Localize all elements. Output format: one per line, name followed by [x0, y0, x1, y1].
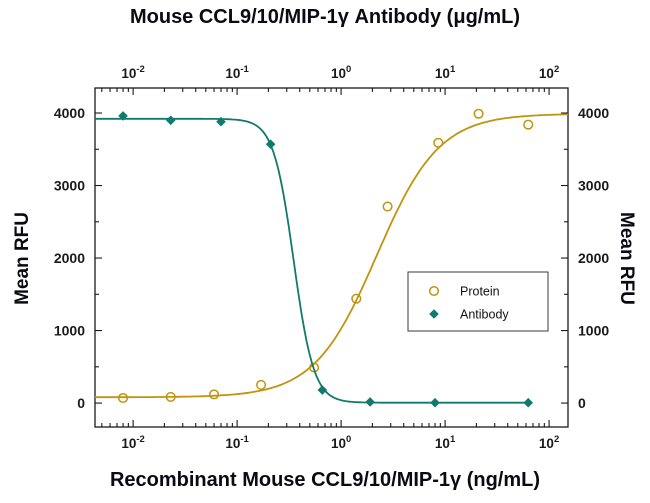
protein-point-marker — [117, 392, 129, 404]
svg-text:101: 101 — [435, 64, 456, 81]
antibody-point-marker — [317, 385, 328, 395]
svg-text:102: 102 — [539, 434, 559, 451]
legend-box — [407, 271, 549, 332]
x-axis-title: Recombinant Mouse CCL9/10/MIP-1γ (ng/mL) — [109, 469, 541, 491]
y-axis-title-left: Mean RFU — [12, 212, 33, 305]
svg-text:3000: 3000 — [578, 178, 609, 194]
top-axis-title: Mouse CCL9/10/MIP-1γ Antibody (μg/mL) — [129, 6, 521, 28]
antibody-point-marker — [430, 397, 440, 408]
antibody-point-marker — [216, 116, 226, 127]
axis-ticks — [95, 88, 568, 427]
svg-text:0: 0 — [77, 395, 85, 411]
y-tick-labels-right: 0 1000 2000 3000 4000 — [578, 105, 609, 411]
svg-text:2000: 2000 — [578, 250, 609, 266]
legend: Protein Antibody — [407, 271, 549, 332]
svg-text:0: 0 — [578, 395, 586, 411]
y-axis-title-right: Mean RFU — [616, 212, 637, 305]
plot-frame — [94, 87, 569, 428]
protein-point-marker — [351, 293, 362, 304]
legend-protein-marker-icon — [428, 285, 440, 297]
svg-text:4000: 4000 — [54, 105, 85, 121]
x-tick-labels-top: 10-2 10-1 100 101 102 — [121, 64, 559, 81]
series-protein-curve — [95, 113, 568, 399]
protein-point-marker — [382, 201, 393, 212]
legend-label-protein: Protein — [460, 285, 500, 299]
protein-point-marker — [165, 391, 176, 402]
series-protein-points — [117, 108, 534, 404]
svg-text:100: 100 — [331, 434, 351, 451]
x-tick-labels-bottom: 10-2 10-1 100 101 102 — [121, 434, 559, 451]
svg-text:10-1: 10-1 — [225, 64, 249, 81]
svg-text:1000: 1000 — [54, 323, 85, 339]
svg-text:102: 102 — [539, 64, 559, 81]
series-antibody-curve — [95, 117, 529, 404]
antibody-point-marker — [365, 397, 375, 407]
protein-point-marker — [208, 389, 220, 400]
svg-text:1000: 1000 — [578, 323, 609, 339]
svg-text:2000: 2000 — [54, 250, 85, 266]
svg-text:10-1: 10-1 — [225, 434, 249, 451]
svg-text:4000: 4000 — [578, 105, 609, 121]
protein-point-marker — [473, 108, 484, 119]
protein-point-marker — [256, 379, 267, 390]
svg-text:3000: 3000 — [54, 178, 85, 194]
svg-text:101: 101 — [435, 434, 456, 451]
legend-label-antibody: Antibody — [460, 308, 509, 322]
svg-text:10-2: 10-2 — [121, 434, 144, 451]
series-antibody-points — [118, 111, 534, 408]
protein-point-marker — [433, 137, 444, 148]
antibody-point-marker — [523, 397, 534, 408]
antibody-point-marker — [265, 139, 276, 149]
protein-point-marker — [523, 119, 534, 130]
antibody-point-marker — [165, 115, 176, 126]
svg-text:100: 100 — [331, 64, 351, 81]
antibody-point-marker — [118, 111, 128, 121]
legend-antibody-marker-icon — [429, 309, 439, 319]
y-tick-labels-left: 0 1000 2000 3000 4000 — [54, 105, 85, 411]
svg-text:10-2: 10-2 — [121, 64, 144, 81]
